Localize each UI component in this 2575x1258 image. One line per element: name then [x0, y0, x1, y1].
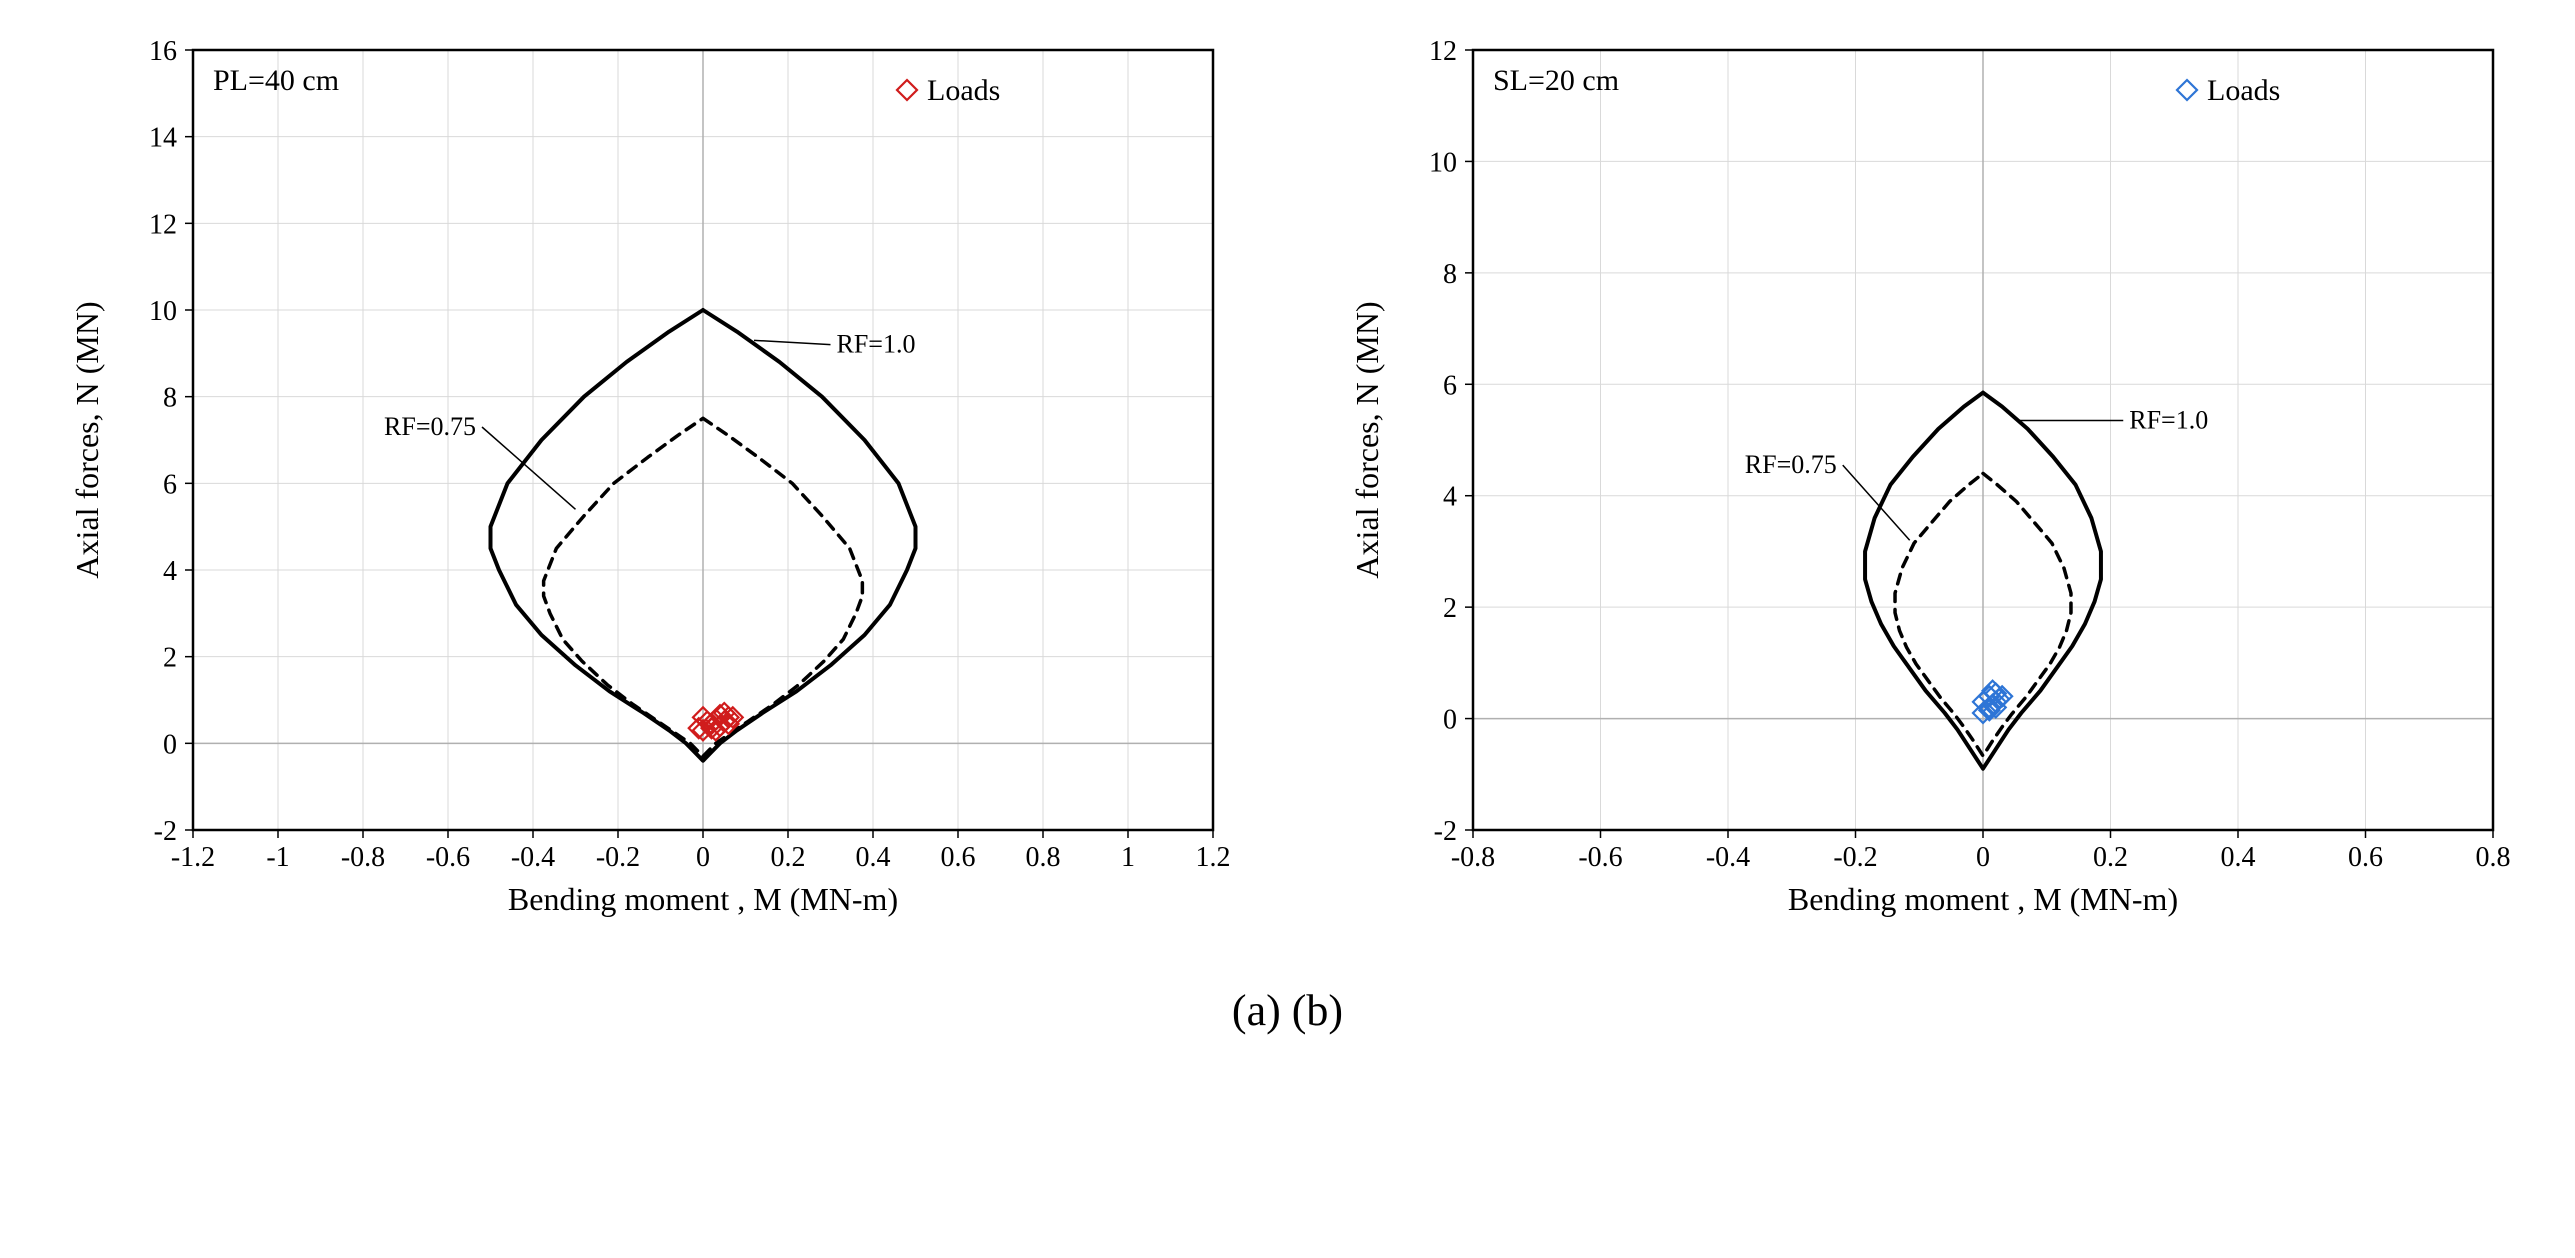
xtick-label: 1 [1121, 842, 1135, 873]
ytick-label: 2 [163, 643, 177, 674]
caption: (a) (b) [1232, 985, 1343, 1036]
chart-left: -1.2 -1 -0.8 -0.6 -0.4 -0.2 0 0.2 0.4 0.6 0.8 1 1.2 -… [53, 20, 1243, 950]
ylabel: Axial forces, N (MN) [69, 301, 105, 578]
xtick-label: -1 [266, 842, 289, 873]
panel-right: -0.8 -0.6 -0.4 -0.2 0 0.2 0.4 0.6 0.8 -2 0 2 4 6 8 10 12… [1333, 20, 2523, 955]
ytick-label: 8 [1443, 259, 1457, 290]
ytick-label: 16 [149, 36, 177, 67]
xtick-label: -0.2 [595, 842, 639, 873]
xtick-label: 0.2 [2093, 842, 2128, 873]
ytick-label: 4 [163, 556, 177, 587]
xtick-label: -0.8 [340, 842, 384, 873]
xtick-label: -0.4 [510, 842, 554, 873]
ytick-label: 0 [163, 729, 177, 760]
caption-b: (b) [1292, 986, 1343, 1035]
panel-title-annotation: PL=40 cm [213, 64, 339, 97]
xtick-label: 0.2 [770, 842, 805, 873]
ytick-label: 12 [149, 209, 177, 240]
xtick-label: 0.4 [2220, 842, 2255, 873]
xlabel: Bending moment , M (MN-m) [1787, 881, 2177, 917]
xtick-label: -0.6 [1578, 842, 1622, 873]
xtick-label: -0.6 [425, 842, 469, 873]
annotation-label: RF=1.0 [2129, 406, 2208, 435]
xtick-label: -0.4 [1705, 842, 1749, 873]
panel-title-annotation: SL=20 cm [1493, 64, 1619, 97]
panels-row: -1.2 -1 -0.8 -0.6 -0.4 -0.2 0 0.2 0.4 0.6 0.8 1 1.2 -… [53, 20, 2523, 955]
ytick-label: 6 [163, 469, 177, 500]
ytick-label: 14 [149, 123, 177, 154]
ytick-label: -2 [1433, 816, 1456, 847]
xtick-label: -0.8 [1450, 842, 1494, 873]
ytick-label: 8 [163, 383, 177, 414]
figure-wrap: -1.2 -1 -0.8 -0.6 -0.4 -0.2 0 0.2 0.4 0.6 0.8 1 1.2 -… [20, 20, 2555, 1036]
chart-right: -0.8 -0.6 -0.4 -0.2 0 0.2 0.4 0.6 0.8 -2 0 2 4 6 8 10 12… [1333, 20, 2523, 950]
xtick-label: 0.6 [2348, 842, 2383, 873]
xtick-label: 0.6 [940, 842, 975, 873]
legend-label: Loads [927, 74, 1000, 107]
annotation-label: RF=1.0 [836, 330, 915, 359]
ytick-label: 10 [149, 296, 177, 327]
ytick-label: 12 [1429, 36, 1457, 67]
xtick-label: 0.4 [855, 842, 890, 873]
xtick-label: -0.2 [1833, 842, 1877, 873]
ytick-label: 2 [1443, 593, 1457, 624]
ylabel: Axial forces, N (MN) [1349, 301, 1385, 578]
ytick-label: 10 [1429, 147, 1457, 178]
xtick-label: 1.2 [1195, 842, 1230, 873]
xlabel: Bending moment , M (MN-m) [507, 881, 897, 917]
annotation-label: RF=0.75 [384, 412, 476, 441]
ytick-label: 6 [1443, 370, 1457, 401]
xtick-label: 0 [1976, 842, 1990, 873]
ytick-label: 0 [1443, 705, 1457, 736]
xtick-label: 0 [696, 842, 710, 873]
xtick-label: 0.8 [2475, 842, 2510, 873]
caption-a: (a) [1232, 986, 1281, 1035]
panel-left: -1.2 -1 -0.8 -0.6 -0.4 -0.2 0 0.2 0.4 0.6 0.8 1 1.2 -… [53, 20, 1243, 955]
xtick-label: 0.8 [1025, 842, 1060, 873]
ytick-label: 4 [1443, 482, 1457, 513]
ytick-label: -2 [153, 816, 176, 847]
xtick-label: -1.2 [170, 842, 214, 873]
legend-label: Loads [2207, 74, 2280, 107]
annotation-label: RF=0.75 [1744, 450, 1836, 479]
